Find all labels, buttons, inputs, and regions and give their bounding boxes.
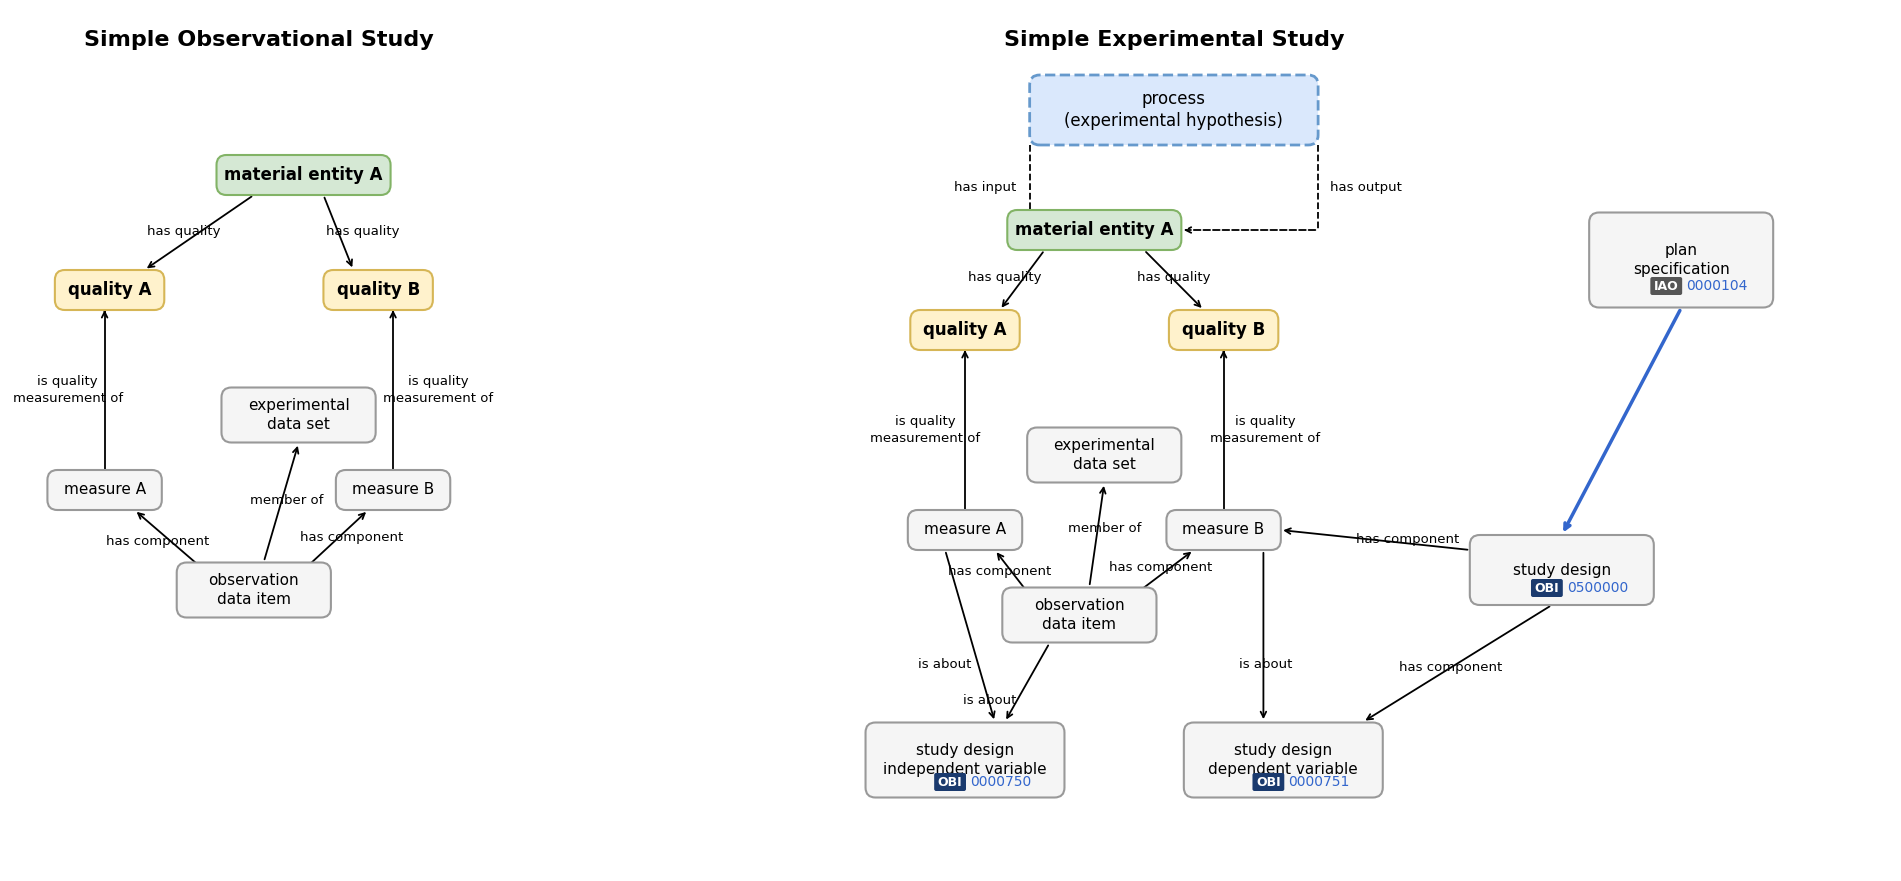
Text: has component: has component — [300, 531, 403, 544]
FancyBboxPatch shape — [336, 470, 451, 510]
Text: 0500000: 0500000 — [1566, 581, 1627, 595]
FancyBboxPatch shape — [1008, 210, 1181, 250]
FancyBboxPatch shape — [55, 270, 163, 310]
Text: measure A: measure A — [63, 483, 146, 498]
Text: material entity A: material entity A — [224, 166, 382, 184]
Text: OBI: OBI — [937, 775, 962, 788]
FancyBboxPatch shape — [1469, 535, 1654, 605]
Text: measure B: measure B — [1182, 522, 1264, 537]
Text: has quality: has quality — [327, 226, 399, 239]
Text: OBI: OBI — [1534, 581, 1559, 595]
FancyBboxPatch shape — [1184, 722, 1382, 797]
Text: is quality
measurement of: is quality measurement of — [1211, 416, 1321, 445]
Text: has quality: has quality — [968, 270, 1042, 284]
Text: 0000751: 0000751 — [1289, 775, 1350, 789]
Text: quality A: quality A — [924, 321, 1008, 339]
Text: is about: is about — [918, 658, 971, 671]
Text: has quality: has quality — [1137, 270, 1211, 284]
Text: study design
dependent variable: study design dependent variable — [1209, 744, 1357, 777]
FancyBboxPatch shape — [48, 470, 162, 510]
FancyBboxPatch shape — [323, 270, 433, 310]
Text: measure B: measure B — [352, 483, 433, 498]
FancyBboxPatch shape — [911, 310, 1019, 350]
FancyBboxPatch shape — [1253, 773, 1285, 791]
Text: OBI: OBI — [1257, 775, 1281, 788]
FancyBboxPatch shape — [1589, 212, 1774, 307]
Text: quality B: quality B — [1182, 321, 1266, 339]
FancyBboxPatch shape — [217, 155, 390, 195]
Text: has input: has input — [954, 181, 1015, 194]
Text: has output: has output — [1331, 181, 1401, 194]
Text: Simple Observational Study: Simple Observational Study — [84, 30, 433, 50]
FancyBboxPatch shape — [222, 388, 376, 442]
FancyBboxPatch shape — [1530, 579, 1563, 597]
Text: experimental
data set: experimental data set — [247, 398, 350, 432]
FancyBboxPatch shape — [1650, 277, 1682, 295]
Text: IAO: IAO — [1654, 279, 1679, 292]
FancyBboxPatch shape — [1002, 588, 1156, 642]
Text: study design
independent variable: study design independent variable — [884, 744, 1047, 777]
Text: process
(experimental hypothesis): process (experimental hypothesis) — [1065, 90, 1283, 130]
Text: has component: has component — [106, 536, 209, 549]
FancyBboxPatch shape — [1027, 427, 1181, 483]
Text: Simple Experimental Study: Simple Experimental Study — [1004, 30, 1344, 50]
FancyBboxPatch shape — [1030, 75, 1317, 145]
FancyBboxPatch shape — [1167, 510, 1281, 550]
Text: member of: member of — [1068, 522, 1141, 535]
Text: has quality: has quality — [148, 226, 221, 239]
Text: is quality
measurement of: is quality measurement of — [382, 375, 492, 404]
Text: is about: is about — [964, 693, 1017, 707]
Text: has component: has component — [949, 566, 1051, 579]
Text: has component: has component — [1110, 561, 1213, 574]
Text: observation
data item: observation data item — [209, 574, 298, 607]
Text: is quality
measurement of: is quality measurement of — [871, 416, 981, 445]
FancyBboxPatch shape — [865, 722, 1065, 797]
FancyBboxPatch shape — [909, 510, 1023, 550]
Text: experimental
data set: experimental data set — [1053, 438, 1156, 472]
Text: material entity A: material entity A — [1015, 221, 1173, 239]
Text: 0000104: 0000104 — [1686, 279, 1747, 293]
Text: has component: has component — [1399, 662, 1502, 675]
Text: observation
data item: observation data item — [1034, 598, 1125, 632]
Text: has component: has component — [1355, 534, 1460, 546]
Text: is quality
measurement of: is quality measurement of — [13, 375, 124, 404]
FancyBboxPatch shape — [1169, 310, 1277, 350]
Text: quality A: quality A — [68, 281, 152, 299]
Text: study design: study design — [1513, 562, 1610, 578]
Text: plan
specification: plan specification — [1633, 243, 1730, 277]
FancyBboxPatch shape — [177, 562, 331, 618]
FancyBboxPatch shape — [933, 773, 966, 791]
Text: member of: member of — [249, 493, 323, 507]
Text: quality B: quality B — [336, 281, 420, 299]
Text: is about: is about — [1239, 658, 1293, 671]
Text: 0000750: 0000750 — [970, 775, 1030, 789]
Text: measure A: measure A — [924, 522, 1006, 537]
